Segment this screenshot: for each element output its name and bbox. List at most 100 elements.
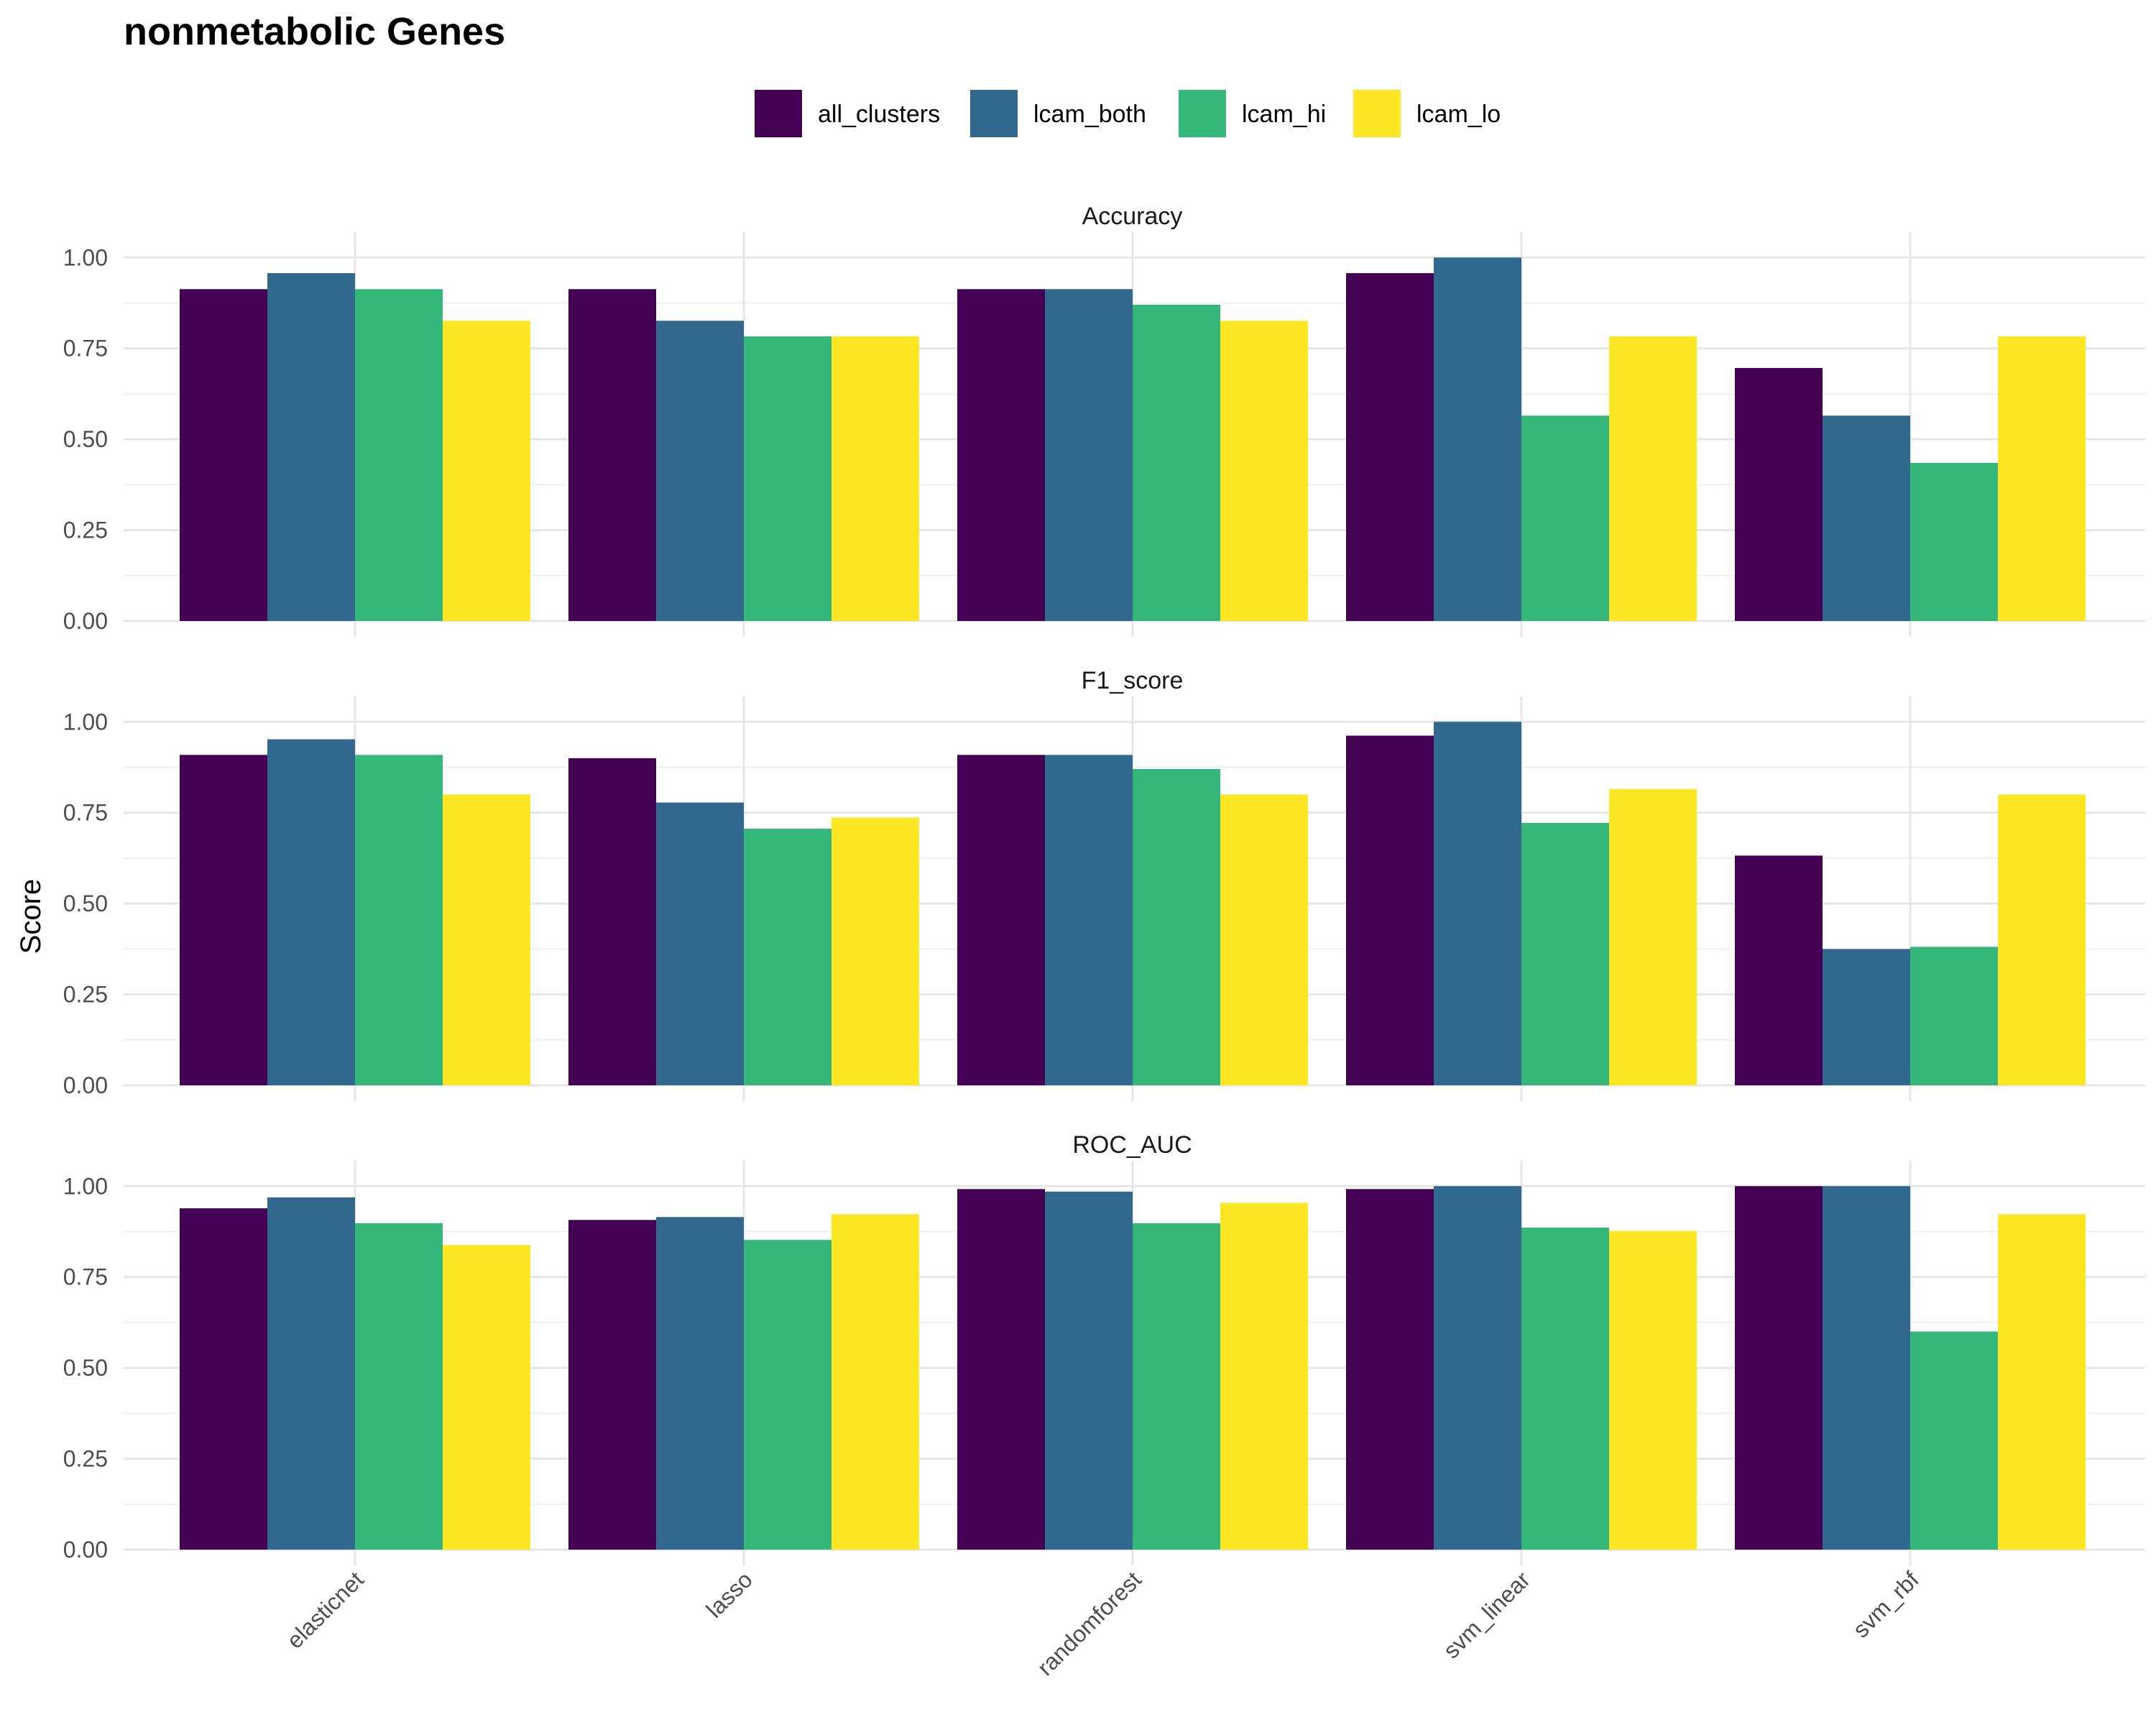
bar-ROC_AUC-svm_linear-all_clusters xyxy=(1346,1189,1434,1550)
y-tick-label: 0.00 xyxy=(63,608,108,634)
y-tick-label: 0.50 xyxy=(63,891,108,916)
bar-ROC_AUC-elasticnet-lcam_both xyxy=(267,1197,355,1550)
bar-F1_score-svm_rbf-lcam_both xyxy=(1823,949,1910,1085)
bar-Accuracy-lasso-lcam_hi xyxy=(744,336,831,621)
bar-ROC_AUC-elasticnet-all_clusters xyxy=(180,1208,267,1550)
bar-F1_score-svm_linear-lcam_both xyxy=(1434,722,1521,1085)
bar-Accuracy-randomforest-all_clusters xyxy=(957,289,1045,621)
legend-label-lcam_both: lcam_both xyxy=(1033,101,1146,128)
bar-Accuracy-svm_linear-lcam_both xyxy=(1434,257,1521,621)
facet-panel-F1_score: F1_score 0.00 0.25 0.50 0.75 1.00 xyxy=(63,667,2145,1101)
bar-Accuracy-lasso-lcam_lo xyxy=(831,336,919,621)
bar-ROC_AUC-randomforest-all_clusters xyxy=(957,1189,1045,1550)
bar-ROC_AUC-lasso-lcam_both xyxy=(656,1217,744,1550)
y-tick-label: 1.00 xyxy=(63,244,108,270)
bar-Accuracy-lasso-all_clusters xyxy=(568,289,656,621)
bar-ROC_AUC-randomforest-lcam_hi xyxy=(1133,1223,1220,1550)
facet-strip-label: F1_score xyxy=(1082,667,1184,694)
bar-F1_score-lasso-lcam_lo xyxy=(831,817,919,1085)
legend-swatch-lcam_both xyxy=(970,90,1018,137)
bar-Accuracy-svm_rbf-all_clusters xyxy=(1735,368,1823,621)
bar-Accuracy-elasticnet-lcam_hi xyxy=(355,289,443,621)
bar-ROC_AUC-svm_rbf-lcam_both xyxy=(1823,1186,1910,1550)
y-tick-label: 1.00 xyxy=(63,1173,108,1199)
legend: all_clusters lcam_both lcam_hi lcam_lo xyxy=(755,90,1501,137)
x-tick-label-svm_rbf: svm_rbf xyxy=(1848,1566,1924,1642)
y-tick-label: 1.00 xyxy=(63,709,108,735)
bar-Accuracy-randomforest-lcam_hi xyxy=(1133,305,1220,621)
bar-ROC_AUC-svm_linear-lcam_lo xyxy=(1609,1230,1697,1550)
bar-Accuracy-svm_linear-lcam_lo xyxy=(1609,336,1697,621)
bar-F1_score-svm_rbf-all_clusters xyxy=(1735,855,1823,1085)
bar-F1_score-svm_linear-lcam_lo xyxy=(1609,788,1697,1085)
bar-F1_score-svm_linear-all_clusters xyxy=(1346,735,1434,1085)
bar-Accuracy-lasso-lcam_both xyxy=(656,321,744,621)
legend-label-all_clusters: all_clusters xyxy=(818,101,940,128)
legend-label-lcam_hi: lcam_hi xyxy=(1242,101,1326,128)
y-axis-title: Score xyxy=(15,879,47,954)
bar-F1_score-elasticnet-lcam_hi xyxy=(355,755,443,1085)
bar-Accuracy-elasticnet-all_clusters xyxy=(180,289,267,621)
bar-Accuracy-svm_rbf-lcam_both xyxy=(1823,415,1910,621)
facet-panel-ROC_AUC: ROC_AUC 0.00 0.25 0.50 0.75 1.00 xyxy=(63,1131,2145,1565)
bar-F1_score-lasso-all_clusters xyxy=(568,758,656,1085)
bar-Accuracy-randomforest-lcam_lo xyxy=(1220,321,1308,621)
facet-strip-label: ROC_AUC xyxy=(1072,1131,1192,1159)
bar-F1_score-svm_rbf-lcam_hi xyxy=(1910,947,1998,1085)
x-axis-tick-labels: elasticnet lasso randomforest svm_linear svm… xyxy=(282,1566,1924,1680)
legend-swatch-lcam_hi xyxy=(1179,90,1226,137)
x-tick-label-svm_linear: svm_linear xyxy=(1438,1566,1535,1663)
bar-F1_score-elasticnet-lcam_both xyxy=(267,739,355,1085)
bar-ROC_AUC-elasticnet-lcam_hi xyxy=(355,1223,443,1550)
bar-F1_score-elasticnet-lcam_lo xyxy=(443,794,530,1085)
bar-ROC_AUC-lasso-all_clusters xyxy=(568,1220,656,1550)
facet-panel-Accuracy: Accuracy 0.00 0.25 0.50 0.75 1.00 xyxy=(63,203,2145,637)
x-tick-label-lasso: lasso xyxy=(701,1566,757,1622)
bar-F1_score-lasso-lcam_hi xyxy=(744,828,831,1085)
bar-ROC_AUC-svm_rbf-lcam_lo xyxy=(1998,1214,2086,1550)
x-tick-label-randomforest: randomforest xyxy=(1032,1566,1146,1680)
bar-F1_score-randomforest-lcam_hi xyxy=(1133,769,1220,1085)
y-tick-label: 0.00 xyxy=(63,1537,108,1563)
bar-F1_score-svm_linear-lcam_hi xyxy=(1521,822,1609,1085)
bar-F1_score-randomforest-lcam_both xyxy=(1045,755,1133,1085)
bar-F1_score-svm_rbf-lcam_lo xyxy=(1998,794,2086,1085)
bar-ROC_AUC-svm_linear-lcam_both xyxy=(1434,1186,1521,1550)
bar-F1_score-elasticnet-all_clusters xyxy=(180,755,267,1085)
y-tick-label: 0.50 xyxy=(63,426,108,452)
facet-strip-label: Accuracy xyxy=(1082,203,1183,230)
legend-item-lcam_lo: lcam_lo xyxy=(1353,90,1501,137)
y-tick-label: 0.50 xyxy=(63,1355,108,1381)
bar-ROC_AUC-lasso-lcam_lo xyxy=(831,1214,919,1550)
bar-Accuracy-svm_rbf-lcam_lo xyxy=(1998,336,2086,621)
bar-Accuracy-svm_linear-lcam_hi xyxy=(1521,415,1609,621)
bar-ROC_AUC-randomforest-lcam_both xyxy=(1045,1191,1133,1550)
bar-Accuracy-svm_rbf-lcam_hi xyxy=(1910,463,1998,621)
y-tick-label: 0.25 xyxy=(63,518,108,543)
bar-ROC_AUC-svm_linear-lcam_hi xyxy=(1521,1227,1609,1550)
bar-ROC_AUC-randomforest-lcam_lo xyxy=(1220,1202,1308,1550)
legend-swatch-all_clusters xyxy=(755,90,802,137)
x-tick-label-elasticnet: elasticnet xyxy=(282,1566,369,1653)
legend-swatch-lcam_lo xyxy=(1353,90,1401,137)
bar-ROC_AUC-svm_rbf-all_clusters xyxy=(1735,1186,1823,1550)
legend-item-lcam_both: lcam_both xyxy=(970,90,1146,137)
legend-item-lcam_hi: lcam_hi xyxy=(1179,90,1326,137)
bar-Accuracy-randomforest-lcam_both xyxy=(1045,289,1133,621)
chart-title: nonmetabolic Genes xyxy=(124,10,505,53)
legend-label-lcam_lo: lcam_lo xyxy=(1416,101,1501,128)
facet-panels: Accuracy 0.00 0.25 0.50 0.75 1.00 F1_score 0.00… xyxy=(63,203,2145,1565)
bar-F1_score-lasso-lcam_both xyxy=(656,802,744,1085)
y-tick-label: 0.00 xyxy=(63,1072,108,1098)
y-tick-label: 0.75 xyxy=(63,800,108,826)
bar-F1_score-randomforest-lcam_lo xyxy=(1220,794,1308,1085)
y-tick-label: 0.75 xyxy=(63,336,108,362)
y-tick-label: 0.25 xyxy=(63,1446,108,1472)
bar-ROC_AUC-svm_rbf-lcam_hi xyxy=(1910,1331,1998,1550)
bar-ROC_AUC-elasticnet-lcam_lo xyxy=(443,1245,530,1550)
y-tick-label: 0.75 xyxy=(63,1264,108,1290)
legend-item-all_clusters: all_clusters xyxy=(755,90,940,137)
y-tick-label: 0.25 xyxy=(63,982,108,1008)
bar-Accuracy-elasticnet-lcam_lo xyxy=(443,321,530,621)
